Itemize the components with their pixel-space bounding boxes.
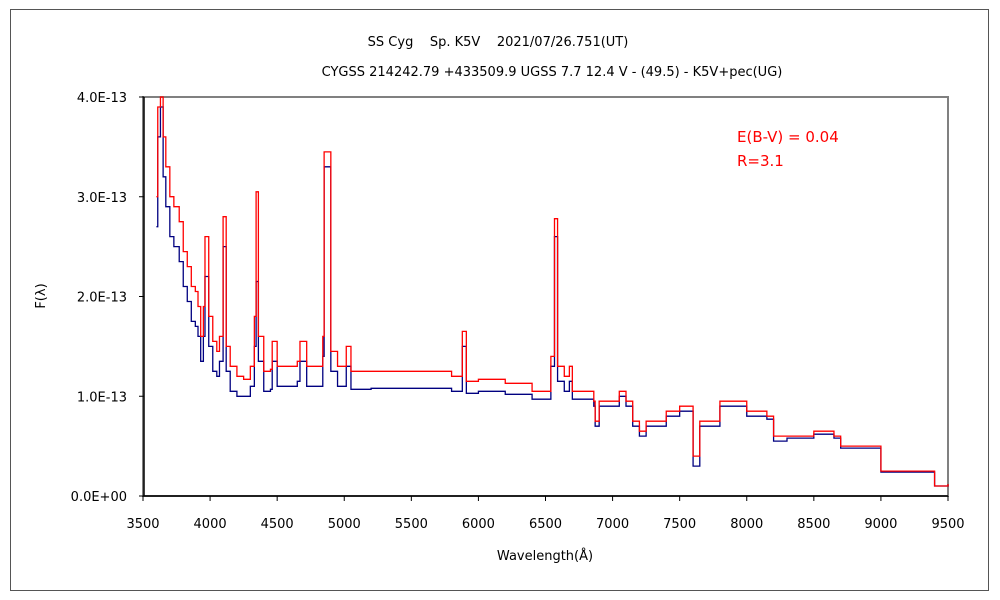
x-tick-label: 5000 xyxy=(328,517,361,532)
x-tick-label: 7000 xyxy=(596,517,629,532)
y-tick-label: 0.0E+00 xyxy=(71,490,127,505)
y-axis-label: F(λ) xyxy=(34,283,49,308)
plot-area xyxy=(142,96,949,497)
chart-title: SS Cyg Sp. K5V 2021/07/26.751(UT) xyxy=(368,35,629,50)
chart-subtitle: CYGSS 214242.79 +433509.9 UGSS 7.7 12.4 … xyxy=(322,65,783,80)
x-tick-label: 9000 xyxy=(864,517,897,532)
y-tick-label: 1.0E-13 xyxy=(77,390,127,405)
x-tick-label: 8000 xyxy=(730,517,763,532)
series-line-dereddened xyxy=(156,96,949,487)
x-axis-label: Wavelength(Å) xyxy=(497,548,593,564)
annotation-r: R=3.1 xyxy=(737,152,784,170)
chart-frame xyxy=(10,9,989,591)
y-tick-label: 2.0E-13 xyxy=(77,291,127,306)
annotation-ebv: E(B-V) = 0.04 xyxy=(737,128,839,146)
y-tick-label: 3.0E-13 xyxy=(77,191,127,206)
x-tick-label: 3500 xyxy=(126,517,159,532)
x-tick-label: 6500 xyxy=(529,517,562,532)
x-tick-label: 5500 xyxy=(395,517,428,532)
y-tick-label: 4.0E-13 xyxy=(77,91,127,106)
x-tick-label: 8500 xyxy=(797,517,830,532)
x-tick-label: 6000 xyxy=(462,517,495,532)
x-tick-label: 7500 xyxy=(663,517,696,532)
x-tick-label: 9500 xyxy=(931,517,964,532)
x-tick-label: 4500 xyxy=(261,517,294,532)
x-tick-label: 4000 xyxy=(194,517,227,532)
